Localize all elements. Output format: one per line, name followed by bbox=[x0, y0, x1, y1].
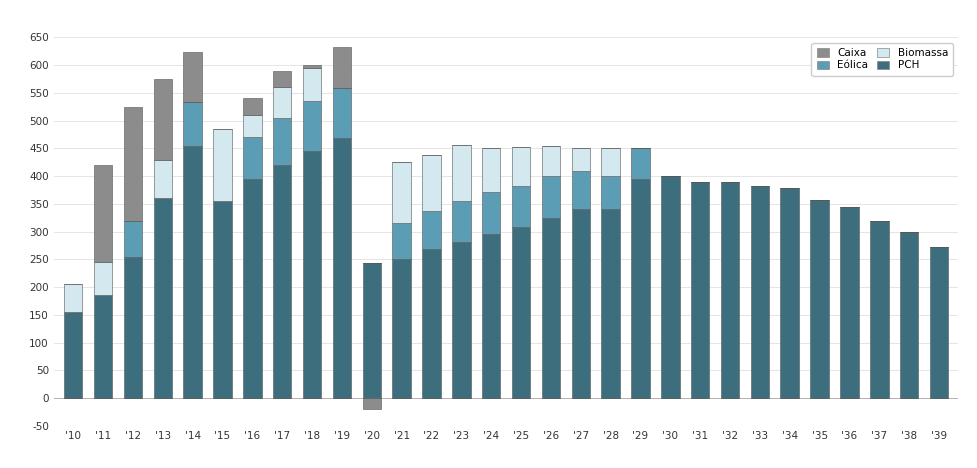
Bar bbox=[392, 259, 410, 398]
Bar bbox=[123, 220, 142, 256]
Bar bbox=[422, 249, 441, 398]
Bar bbox=[571, 210, 589, 398]
Bar bbox=[482, 234, 500, 398]
Bar bbox=[392, 162, 410, 223]
Bar bbox=[94, 262, 112, 295]
Bar bbox=[303, 68, 321, 101]
Bar bbox=[601, 176, 619, 210]
Bar bbox=[362, 263, 381, 398]
Bar bbox=[332, 139, 351, 398]
Bar bbox=[601, 148, 619, 176]
Bar bbox=[422, 155, 441, 211]
Bar bbox=[183, 146, 201, 398]
Bar bbox=[153, 79, 172, 160]
Bar bbox=[810, 200, 828, 398]
Bar bbox=[94, 165, 112, 262]
Bar bbox=[660, 176, 679, 398]
Bar bbox=[64, 312, 82, 398]
Bar bbox=[511, 186, 530, 227]
Bar bbox=[571, 171, 589, 210]
Bar bbox=[839, 207, 858, 398]
Bar bbox=[243, 137, 261, 179]
Bar bbox=[511, 227, 530, 398]
Bar bbox=[123, 107, 142, 220]
Bar bbox=[332, 88, 351, 139]
Bar bbox=[690, 182, 708, 398]
Bar bbox=[303, 101, 321, 151]
Bar bbox=[153, 198, 172, 398]
Bar bbox=[183, 52, 201, 102]
Bar bbox=[870, 220, 888, 398]
Bar bbox=[213, 129, 232, 201]
Bar bbox=[601, 210, 619, 398]
Bar bbox=[451, 201, 470, 242]
Bar bbox=[750, 186, 768, 398]
Bar bbox=[243, 98, 261, 115]
Bar bbox=[482, 148, 500, 192]
Bar bbox=[153, 160, 172, 198]
Bar bbox=[899, 232, 917, 398]
Bar bbox=[213, 201, 232, 398]
Bar bbox=[362, 398, 381, 409]
Bar bbox=[780, 189, 798, 398]
Bar bbox=[451, 242, 470, 398]
Bar bbox=[64, 285, 82, 312]
Bar bbox=[273, 118, 291, 165]
Bar bbox=[303, 151, 321, 398]
Bar bbox=[332, 47, 351, 88]
Bar bbox=[392, 223, 410, 259]
Bar bbox=[929, 247, 948, 398]
Bar bbox=[94, 295, 112, 398]
Bar bbox=[720, 182, 739, 398]
Bar bbox=[541, 146, 560, 176]
Bar bbox=[183, 102, 201, 146]
Bar bbox=[630, 179, 649, 398]
Bar bbox=[482, 192, 500, 234]
Legend: Caixa, Eólica, Biomassa, PCH: Caixa, Eólica, Biomassa, PCH bbox=[811, 43, 953, 76]
Bar bbox=[273, 165, 291, 398]
Bar bbox=[243, 179, 261, 398]
Bar bbox=[273, 88, 291, 118]
Bar bbox=[451, 145, 470, 201]
Bar bbox=[123, 256, 142, 398]
Bar bbox=[571, 148, 589, 171]
Bar bbox=[511, 147, 530, 186]
Bar bbox=[243, 115, 261, 137]
Bar bbox=[273, 71, 291, 88]
Bar bbox=[541, 218, 560, 398]
Bar bbox=[422, 211, 441, 249]
Bar bbox=[630, 148, 649, 179]
Bar bbox=[541, 176, 560, 218]
Bar bbox=[303, 65, 321, 68]
